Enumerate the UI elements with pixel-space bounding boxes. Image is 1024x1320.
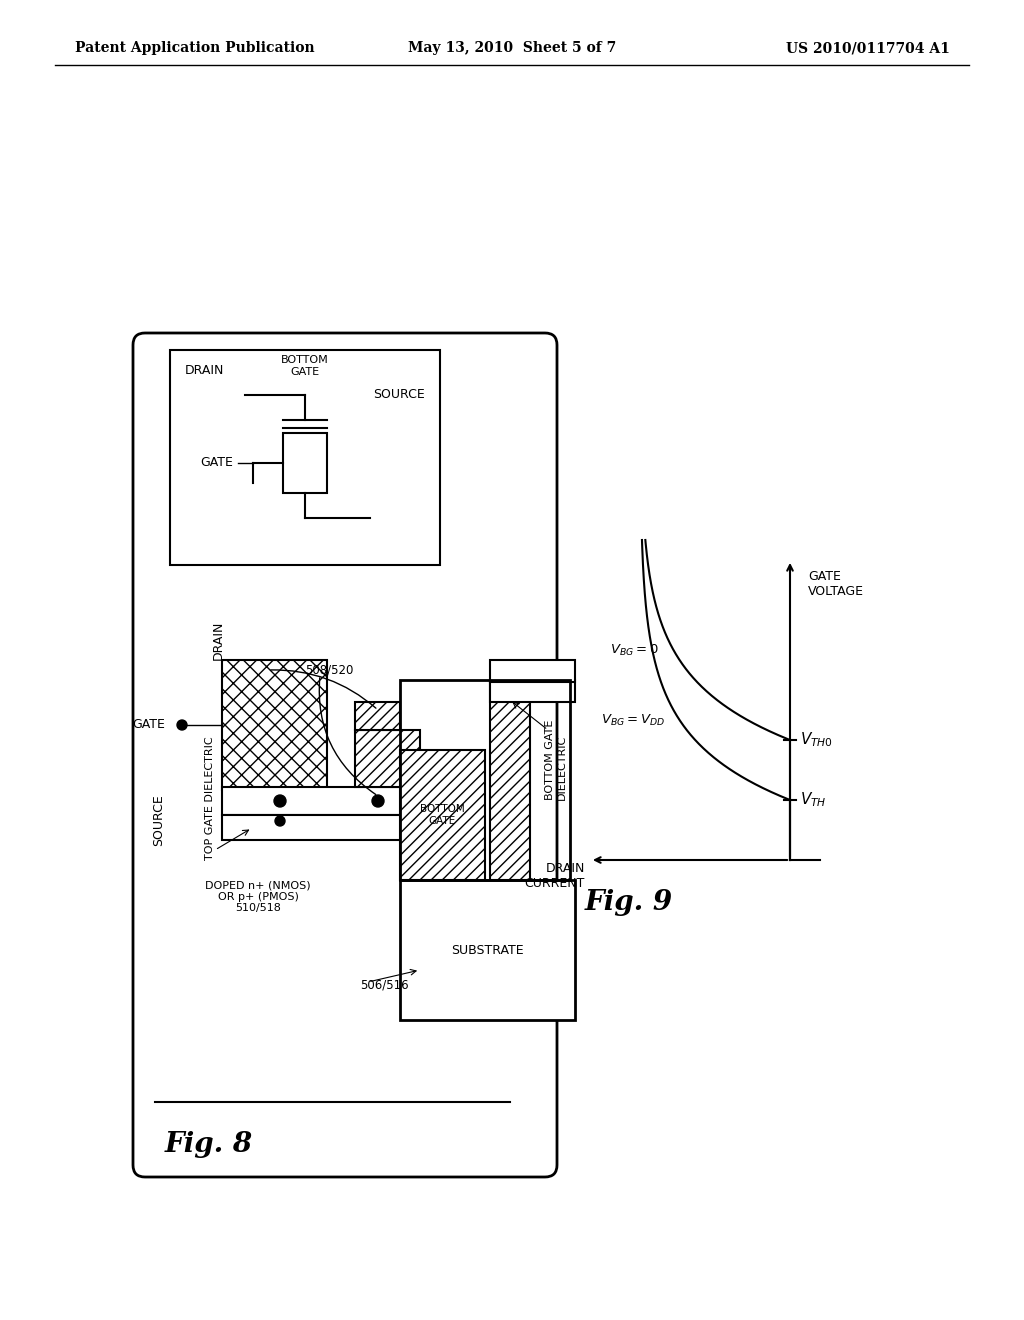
Text: Fig. 9: Fig. 9 (585, 888, 673, 916)
Text: TOP GATE DIELECTRIC: TOP GATE DIELECTRIC (205, 737, 215, 861)
FancyBboxPatch shape (133, 333, 557, 1177)
Text: GATE: GATE (200, 457, 232, 470)
Bar (355, 702, 400, 730)
Bar (222, 660, 327, 789)
Text: SUBSTRATE: SUBSTRATE (451, 944, 523, 957)
Bar (490, 680, 575, 702)
Text: $V_{TH}$: $V_{TH}$ (800, 791, 826, 809)
Text: BOTTOM
GATE: BOTTOM GATE (420, 804, 464, 826)
Text: $V_{BG} = V_{DD}$: $V_{BG} = V_{DD}$ (600, 713, 665, 727)
Text: US 2010/0117704 A1: US 2010/0117704 A1 (786, 41, 950, 55)
Bar (222, 787, 450, 814)
Bar (490, 660, 575, 682)
Text: 508/520: 508/520 (305, 664, 353, 676)
Text: GATE: GATE (132, 718, 165, 731)
Circle shape (177, 719, 187, 730)
Text: SOURCE: SOURCE (374, 388, 425, 401)
Text: BOTTOM
GATE: BOTTOM GATE (282, 355, 329, 376)
Circle shape (275, 816, 285, 826)
Bar (355, 730, 420, 787)
Text: DRAIN: DRAIN (185, 363, 224, 376)
Text: DRAIN: DRAIN (212, 620, 224, 660)
Bar (222, 814, 450, 840)
Circle shape (372, 795, 384, 807)
Text: $V_{TH0}$: $V_{TH0}$ (800, 731, 834, 750)
Text: SOURCE: SOURCE (152, 795, 165, 846)
Text: DOPED n+ (NMOS)
OR p+ (PMOS)
510/518: DOPED n+ (NMOS) OR p+ (PMOS) 510/518 (205, 880, 311, 913)
Text: $V_{BG} = 0$: $V_{BG} = 0$ (610, 643, 658, 657)
Bar (283, 433, 327, 492)
Bar (400, 680, 570, 880)
Text: Patent Application Publication: Patent Application Publication (75, 41, 314, 55)
Text: DRAIN
CURRENT: DRAIN CURRENT (524, 862, 585, 890)
Bar (170, 350, 440, 565)
Bar (400, 750, 485, 880)
Bar (400, 880, 575, 1020)
Text: May 13, 2010  Sheet 5 of 7: May 13, 2010 Sheet 5 of 7 (408, 41, 616, 55)
Circle shape (274, 795, 286, 807)
Bar (490, 680, 530, 880)
Text: BOTTOM GATE
DIELECTRIC: BOTTOM GATE DIELECTRIC (545, 719, 566, 800)
Text: GATE
VOLTAGE: GATE VOLTAGE (808, 570, 864, 598)
Text: Fig. 8: Fig. 8 (165, 1131, 253, 1159)
Text: 506/516: 506/516 (360, 978, 409, 991)
